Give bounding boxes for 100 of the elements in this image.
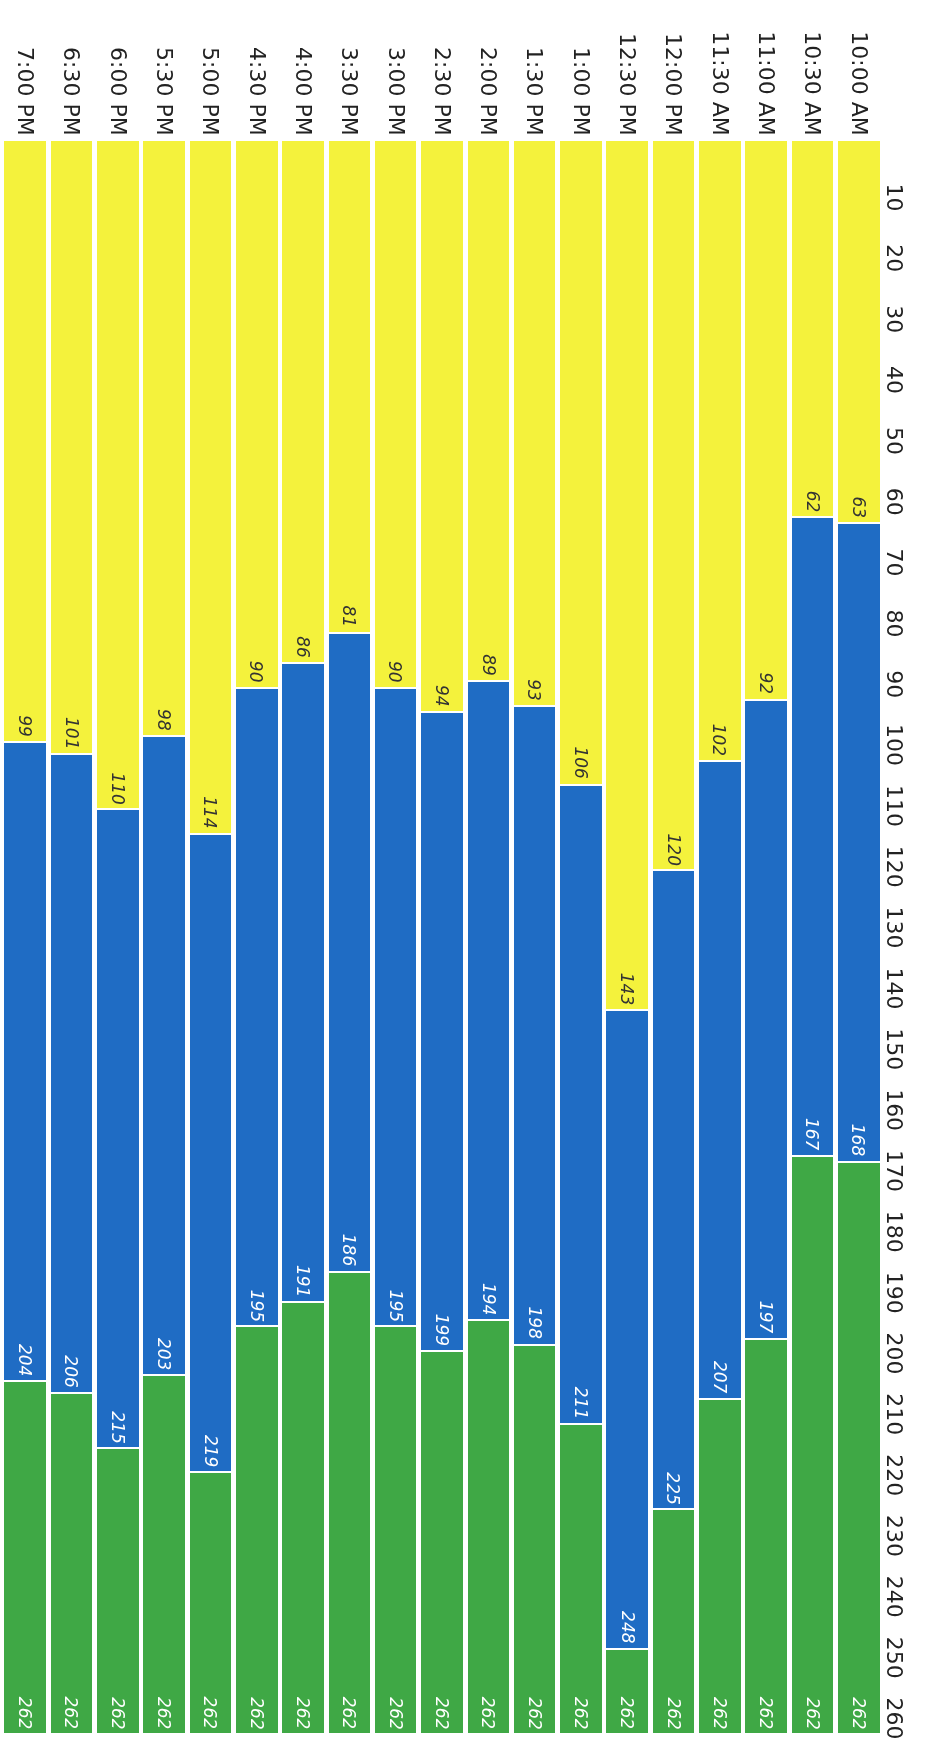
annotation: 195 [386, 1289, 407, 1323]
annotation: 262 [848, 1697, 869, 1730]
y-tick-label: 160 [882, 1089, 908, 1132]
annotation: 98 [154, 709, 175, 731]
annotation: 262 [61, 1696, 82, 1729]
y-tick-label: 210 [882, 1393, 908, 1436]
annotation: 101 [61, 717, 82, 750]
annotation: 215 [107, 1411, 128, 1444]
annotation: 219 [200, 1434, 221, 1468]
annotation: 120 [663, 833, 684, 866]
annotation: 262 [200, 1696, 221, 1730]
annotation: 262 [802, 1697, 823, 1730]
annotation: 92 [755, 672, 776, 695]
annotation: 167 [802, 1117, 823, 1151]
annotation: 262 [524, 1697, 545, 1730]
x-tick-label: 3:00 PM [383, 47, 409, 136]
annotation: 225 [663, 1472, 684, 1505]
annotation: 102 [709, 723, 730, 757]
annotation: 262 [339, 1696, 360, 1730]
x-tick-label: 12:30 PM [615, 33, 641, 136]
y-tick-label: 70 [882, 548, 908, 577]
annotation: 195 [247, 1289, 268, 1323]
y-tick-label: 200 [882, 1332, 908, 1375]
annotation: 194 [478, 1282, 499, 1316]
annotation: 262 [107, 1697, 128, 1730]
annotation: 211 [570, 1386, 591, 1420]
annotation: 89 [478, 654, 499, 676]
y-tick-label: 60 [882, 487, 908, 516]
annotation: 262 [709, 1697, 730, 1730]
annotation: 262 [617, 1696, 638, 1730]
annotation: 262 [756, 1696, 777, 1730]
x-tick-label: 6:00 PM [105, 47, 131, 136]
y-tick-label: 130 [882, 906, 908, 949]
y-tick-label: 10 [882, 183, 908, 212]
annotation: 199 [431, 1313, 452, 1347]
annotation: 186 [339, 1233, 360, 1267]
annotation: 110 [108, 772, 129, 805]
x-tick-label: 5:00 PM [198, 47, 224, 136]
y-tick-label: 120 [882, 845, 908, 888]
x-tick-label: 2:30 PM [429, 47, 455, 136]
annotation: 63 [849, 496, 870, 519]
x-tick-label: 2:00 PM [476, 47, 502, 136]
annotation: 262 [432, 1697, 452, 1730]
annotation: 206 [61, 1355, 82, 1388]
annotation: 143 [617, 972, 638, 1006]
annotation: 203 [154, 1337, 175, 1371]
annotation: 262 [385, 1697, 406, 1730]
annotation: 191 [293, 1264, 314, 1298]
annotation: 262 [478, 1696, 499, 1730]
y-tick-label: 100 [882, 724, 908, 767]
y-tick-label: 190 [882, 1271, 908, 1314]
annotation: 90 [246, 660, 267, 683]
annotation: 93 [524, 679, 545, 701]
x-tick-label: 7:00 PM [13, 47, 39, 136]
y-tick-label: 110 [882, 784, 908, 827]
annotation: 99 [15, 715, 36, 737]
x-tick-label: 10:30 AM [800, 31, 826, 136]
y-tick-label: 80 [882, 609, 908, 638]
annotation: 198 [524, 1306, 545, 1340]
x-tick-label: 11:30 AM [707, 31, 733, 136]
annotation: 207 [709, 1360, 730, 1394]
x-tick-label: 6:30 PM [59, 47, 85, 136]
y-tick-label: 260 [882, 1697, 908, 1740]
x-tick-label: 4:00 PM [290, 47, 316, 136]
y-tick-label: 180 [882, 1210, 908, 1253]
annotation: 168 [848, 1123, 869, 1157]
annotation: 106 [571, 746, 592, 780]
y-tick-label: 140 [882, 967, 908, 1010]
x-tick-label: 3:30 PM [337, 47, 363, 136]
x-tick-label: 12:00 PM [661, 33, 687, 136]
x-tick-label: 11:00 AM [754, 31, 780, 136]
annotation: 262 [154, 1696, 175, 1730]
x-tick-label: 4:30 PM [244, 47, 270, 136]
x-tick-label: 5:30 PM [151, 47, 177, 136]
y-tick-label: 50 [882, 426, 908, 455]
y-tick-label: 170 [882, 1149, 908, 1192]
annotation: 262 [663, 1697, 684, 1730]
x-tick-label: 10:00 AM [846, 31, 872, 136]
y-tick-label: 150 [882, 1028, 908, 1071]
x-tick-label: 1:00 PM [568, 47, 594, 136]
annotation: 204 [15, 1343, 36, 1377]
annotation: 248 [617, 1611, 638, 1644]
annotation: 86 [293, 636, 314, 658]
y-tick-label: 90 [882, 670, 908, 699]
x-tick-label: 1:30 PM [522, 47, 548, 136]
y-tick-label: 40 [882, 366, 908, 395]
y-tick-label: 220 [882, 1454, 908, 1497]
annotation: 62 [802, 490, 823, 513]
y-tick-label: 230 [882, 1515, 908, 1558]
annotation: 197 [756, 1300, 777, 1334]
annotation: 262 [246, 1697, 267, 1730]
annotation: 262 [570, 1697, 591, 1730]
annotation: 90 [385, 660, 406, 683]
annotation: 81 [339, 605, 360, 628]
y-tick-label: 20 [882, 244, 908, 273]
annotation: 114 [199, 796, 220, 829]
annotation: 262 [293, 1696, 314, 1730]
y-tick-label: 240 [882, 1575, 908, 1618]
annotation: 94 [431, 684, 452, 707]
y-tick-label: 250 [882, 1636, 908, 1679]
